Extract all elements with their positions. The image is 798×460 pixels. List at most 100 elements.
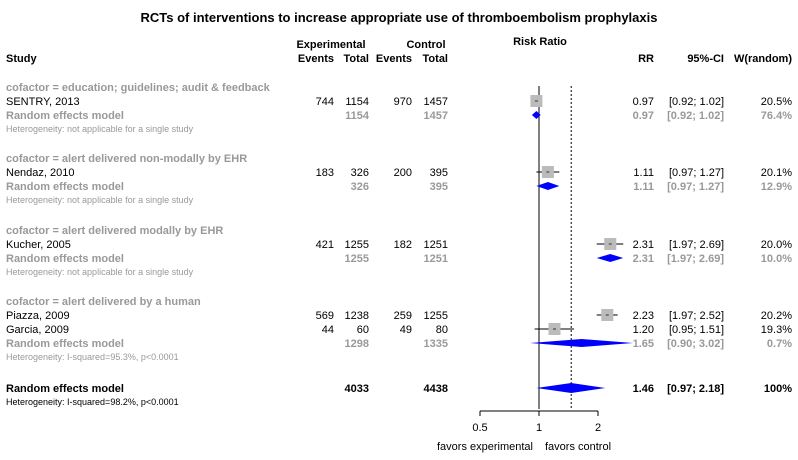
- subgroup-heterogeneity: Heterogeneity: not applicable for a sing…: [6, 267, 194, 277]
- study-rr: 2.23: [633, 310, 654, 322]
- subgroup-weight: 76.4%: [761, 110, 792, 122]
- ctrl-events: 49: [400, 324, 412, 336]
- study-name: Garcia, 2009: [6, 324, 69, 336]
- study-rr: 1.20: [633, 324, 654, 336]
- overall-rr: 1.46: [633, 383, 654, 395]
- exp-total: 1238: [345, 310, 369, 322]
- study-ci: [1.97; 2.69]: [669, 239, 724, 251]
- subgroup-ctrl-total: 1457: [424, 110, 448, 122]
- subgroup-rr: 2.31: [633, 253, 654, 265]
- header-study: Study: [6, 53, 37, 65]
- exp-total: 1154: [345, 96, 369, 108]
- overall-heterogeneity: Heterogeneity: I-squared=98.2%, p<0.0001: [6, 397, 179, 407]
- exp-events: 183: [316, 167, 334, 179]
- header-experimental: Experimental: [296, 39, 365, 51]
- study-ci: [1.97; 2.52]: [669, 310, 724, 322]
- header-exp-total: Total: [344, 53, 369, 65]
- study-ci: [0.95; 1.51]: [669, 324, 724, 336]
- study-weight: 19.3%: [761, 324, 792, 336]
- header-risk-ratio: Risk Ratio: [513, 36, 567, 48]
- overall-diamond: [536, 383, 606, 393]
- overall-ctrl-total: 4438: [424, 383, 448, 395]
- subgroup-ctrl-total: 1251: [424, 253, 448, 265]
- header-ctrl-events: Events: [376, 53, 412, 65]
- subgroup-exp-total: 1298: [345, 338, 369, 350]
- exp-events: 569: [316, 310, 334, 322]
- subgroup-random-label: Random effects model: [6, 253, 124, 265]
- study-name: Nendaz, 2010: [6, 167, 75, 179]
- subgroup-label: cofactor = education; guidelines; audit …: [6, 82, 271, 94]
- subgroup-ctrl-total: 395: [430, 181, 448, 193]
- subgroup-random-label: Random effects model: [6, 181, 124, 193]
- x-tick-label: 2: [595, 422, 601, 434]
- subgroup-heterogeneity: Heterogeneity: I-squared=95.3%, p<0.0001: [6, 352, 179, 362]
- ctrl-events: 200: [394, 167, 412, 179]
- subgroup-random-label: Random effects model: [6, 338, 124, 350]
- subgroup-exp-total: 326: [351, 181, 369, 193]
- subgroup-weight: 12.9%: [761, 181, 792, 193]
- overall-label: Random effects model: [6, 383, 124, 395]
- subgroup-label: cofactor = alert delivered non-modally b…: [6, 153, 247, 165]
- favors-control-label: favors control: [545, 441, 611, 453]
- header-ci: 95%-CI: [687, 53, 724, 65]
- subgroup-ci: [0.92; 1.02]: [667, 110, 724, 122]
- study-name: Kucher, 2005: [6, 239, 71, 251]
- overall-ci: [0.97; 2.18]: [667, 383, 724, 395]
- subgroup-label: cofactor = alert delivered modally by EH…: [6, 225, 223, 237]
- ctrl-events: 182: [394, 239, 412, 251]
- overall-exp-total: 4033: [345, 383, 369, 395]
- subgroup-ci: [1.97; 2.69]: [667, 253, 724, 265]
- subgroup-weight: 0.7%: [767, 338, 792, 350]
- subgroup-heterogeneity: Heterogeneity: not applicable for a sing…: [6, 195, 194, 205]
- study-name: SENTRY, 2013: [6, 96, 80, 108]
- header-rr: RR: [638, 53, 654, 65]
- study-weight: 20.2%: [761, 310, 792, 322]
- exp-total: 326: [351, 167, 369, 179]
- chart-title: RCTs of interventions to increase approp…: [141, 10, 658, 25]
- subgroup-exp-total: 1255: [345, 253, 369, 265]
- ctrl-total: 1251: [424, 239, 448, 251]
- subgroup-rr: 1.11: [633, 181, 654, 193]
- exp-total: 1255: [345, 239, 369, 251]
- exp-events: 44: [322, 324, 334, 336]
- header-ctrl-total: Total: [423, 53, 448, 65]
- ctrl-total: 395: [430, 167, 448, 179]
- subgroup-label: cofactor = alert delivered by a human: [6, 296, 201, 308]
- study-weight: 20.1%: [761, 167, 792, 179]
- overall-weight: 100%: [764, 383, 792, 395]
- favors-experimental-label: favors experimental: [437, 441, 533, 453]
- study-rr: 0.97: [633, 96, 654, 108]
- ctrl-events: 259: [394, 310, 412, 322]
- subgroup-rr: 0.97: [633, 110, 654, 122]
- study-ci: [0.97; 1.27]: [669, 167, 724, 179]
- exp-total: 60: [357, 324, 369, 336]
- header-weight: W(random): [734, 53, 792, 65]
- subgroup-heterogeneity: Heterogeneity: not applicable for a sing…: [6, 124, 194, 134]
- study-name: Piazza, 2009: [6, 310, 70, 322]
- subgroup-ci: [0.97; 1.27]: [667, 181, 724, 193]
- x-tick-label: 0.5: [472, 422, 487, 434]
- exp-events: 744: [316, 96, 334, 108]
- study-weight: 20.5%: [761, 96, 792, 108]
- ctrl-events: 970: [394, 96, 412, 108]
- header-control: Control: [406, 39, 445, 51]
- ctrl-total: 1457: [424, 96, 448, 108]
- subgroup-exp-total: 1154: [345, 110, 370, 122]
- subgroup-ctrl-total: 1335: [424, 338, 448, 350]
- exp-events: 421: [316, 239, 334, 251]
- study-rr: 1.11: [633, 167, 654, 179]
- ctrl-total: 1255: [424, 310, 448, 322]
- study-ci: [0.92; 1.02]: [669, 96, 724, 108]
- x-tick-label: 1: [536, 422, 542, 434]
- header-exp-events: Events: [298, 53, 334, 65]
- subgroup-ci: [0.90; 3.02]: [667, 338, 724, 350]
- ctrl-total: 80: [436, 324, 448, 336]
- subgroup-rr: 1.65: [633, 338, 654, 350]
- subgroup-random-label: Random effects model: [6, 110, 124, 122]
- subgroup-diamond: [596, 254, 624, 262]
- subgroup-weight: 10.0%: [761, 253, 792, 265]
- subgroup-diamond: [536, 182, 560, 190]
- study-rr: 2.31: [633, 239, 654, 251]
- subgroup-diamond: [530, 339, 634, 347]
